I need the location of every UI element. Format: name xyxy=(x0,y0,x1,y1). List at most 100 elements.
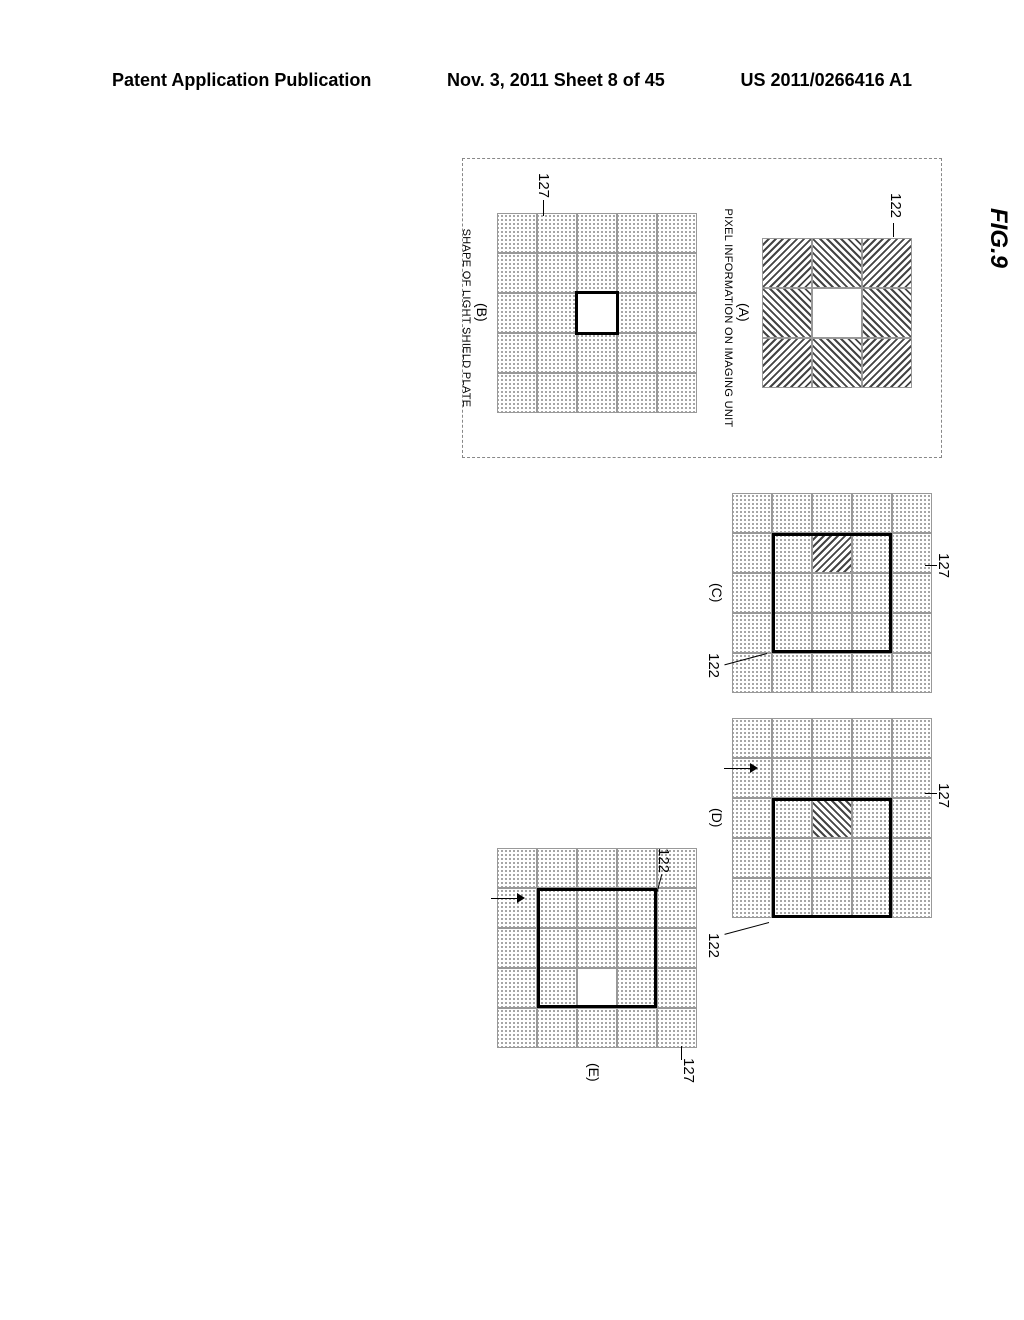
overlay-cell xyxy=(497,928,537,968)
overlay-cell xyxy=(812,493,852,533)
overlay-cell xyxy=(892,838,932,878)
pixel-cell-hatched xyxy=(762,238,812,288)
shield-cell xyxy=(657,373,697,413)
shield-cell xyxy=(657,333,697,373)
figure-label: FIG.9 xyxy=(984,208,1012,268)
pixel-cell-hatched xyxy=(862,338,912,388)
overlay-cell xyxy=(657,928,697,968)
overlay-cell xyxy=(497,968,537,1008)
shield-cell xyxy=(577,253,617,293)
overlay-cell xyxy=(892,533,932,573)
panel-d-122-outline xyxy=(772,798,892,918)
pixel-cell-hatched xyxy=(762,338,812,388)
shield-cell xyxy=(617,293,657,333)
header-patent-number: US 2011/0266416 A1 xyxy=(741,70,912,91)
shield-cell xyxy=(537,253,577,293)
leader-line xyxy=(543,200,544,216)
panel-b-grid xyxy=(497,213,697,413)
shield-cell xyxy=(497,213,537,253)
shield-cell xyxy=(497,253,537,293)
overlay-cell xyxy=(812,718,852,758)
overlay-cell xyxy=(577,1008,617,1048)
overlay-cell xyxy=(657,1008,697,1048)
overlay-cell xyxy=(892,798,932,838)
panel-a-caption: PIXEL INFORMATION ON IMAGING UNIT xyxy=(722,188,734,448)
panel-a-grid xyxy=(762,238,912,388)
overlay-cell xyxy=(732,653,772,693)
pixel-cell-hatched xyxy=(762,288,812,338)
panel-e-label: (E) xyxy=(586,1063,602,1082)
overlay-cell xyxy=(772,493,812,533)
pixel-cell-hatched xyxy=(862,288,912,338)
overlay-cell xyxy=(892,573,932,613)
shield-cell xyxy=(537,293,577,333)
overlay-cell xyxy=(892,613,932,653)
overlay-cell xyxy=(852,653,892,693)
shield-cell xyxy=(497,293,537,333)
ref-122-e: 122 xyxy=(655,848,672,873)
overlay-cell xyxy=(732,798,772,838)
pixel-cell-hatched xyxy=(862,238,912,288)
overlay-cell xyxy=(772,718,812,758)
ref-127-d: 127 xyxy=(935,783,952,808)
overlay-cell xyxy=(537,848,577,888)
ref-127-e: 127 xyxy=(680,1058,697,1083)
panel-c-122-outline xyxy=(772,533,892,653)
shield-cell xyxy=(537,333,577,373)
overlay-cell xyxy=(892,878,932,918)
overlay-cell xyxy=(537,1008,577,1048)
ref-127-b: 127 xyxy=(535,173,552,198)
shield-cell xyxy=(617,333,657,373)
shield-cell xyxy=(657,253,697,293)
panel-c-label: (C) xyxy=(709,583,725,602)
leader-line xyxy=(681,1046,682,1060)
overlay-cell xyxy=(497,1008,537,1048)
pixel-cell-hatched xyxy=(812,338,862,388)
overlay-cell xyxy=(892,653,932,693)
overlay-cell xyxy=(617,848,657,888)
shield-cell xyxy=(617,253,657,293)
overlay-cell xyxy=(852,718,892,758)
pixel-cell-hatched xyxy=(812,238,862,288)
overlay-cell xyxy=(772,758,812,798)
overlay-cell xyxy=(772,653,812,693)
shield-cell xyxy=(497,373,537,413)
panel-a-label: (A) xyxy=(736,303,752,322)
overlay-cell xyxy=(497,848,537,888)
overlay-cell xyxy=(892,718,932,758)
overlay-cell xyxy=(577,848,617,888)
shield-cell xyxy=(577,213,617,253)
shield-aperture-cell xyxy=(577,293,617,333)
overlay-cell xyxy=(852,758,892,798)
shield-cell xyxy=(537,213,577,253)
shield-cell xyxy=(617,373,657,413)
overlay-cell xyxy=(892,493,932,533)
figure-9-container: FIG.9 122 (A) PIXEL INFORMATION ON IMAGI… xyxy=(52,228,972,1052)
overlay-cell xyxy=(732,533,772,573)
overlay-cell xyxy=(617,1008,657,1048)
shield-cell xyxy=(577,333,617,373)
overlay-cell xyxy=(812,653,852,693)
shield-cell xyxy=(617,213,657,253)
arrow-d-up-head xyxy=(750,763,758,773)
panel-b-caption: SHAPE OF LIGHT SHIELD PLATE xyxy=(460,208,472,428)
shield-cell xyxy=(537,373,577,413)
leader-line xyxy=(724,922,769,935)
overlay-cell xyxy=(812,758,852,798)
overlay-cell xyxy=(732,838,772,878)
ref-127-c: 127 xyxy=(935,553,952,578)
header-date-sheet: Nov. 3, 2011 Sheet 8 of 45 xyxy=(447,70,665,91)
overlay-cell xyxy=(892,758,932,798)
panel-e-122-outline xyxy=(537,888,657,1008)
overlay-cell xyxy=(657,888,697,928)
pixel-cell-white xyxy=(812,288,862,338)
leader-line xyxy=(925,793,937,794)
overlay-cell xyxy=(732,878,772,918)
panel-d-label: (D) xyxy=(709,808,725,827)
header-publication: Patent Application Publication xyxy=(112,70,371,91)
overlay-cell xyxy=(732,493,772,533)
shield-cell xyxy=(497,333,537,373)
overlay-cell xyxy=(852,493,892,533)
shield-cell xyxy=(657,213,697,253)
overlay-cell xyxy=(732,718,772,758)
